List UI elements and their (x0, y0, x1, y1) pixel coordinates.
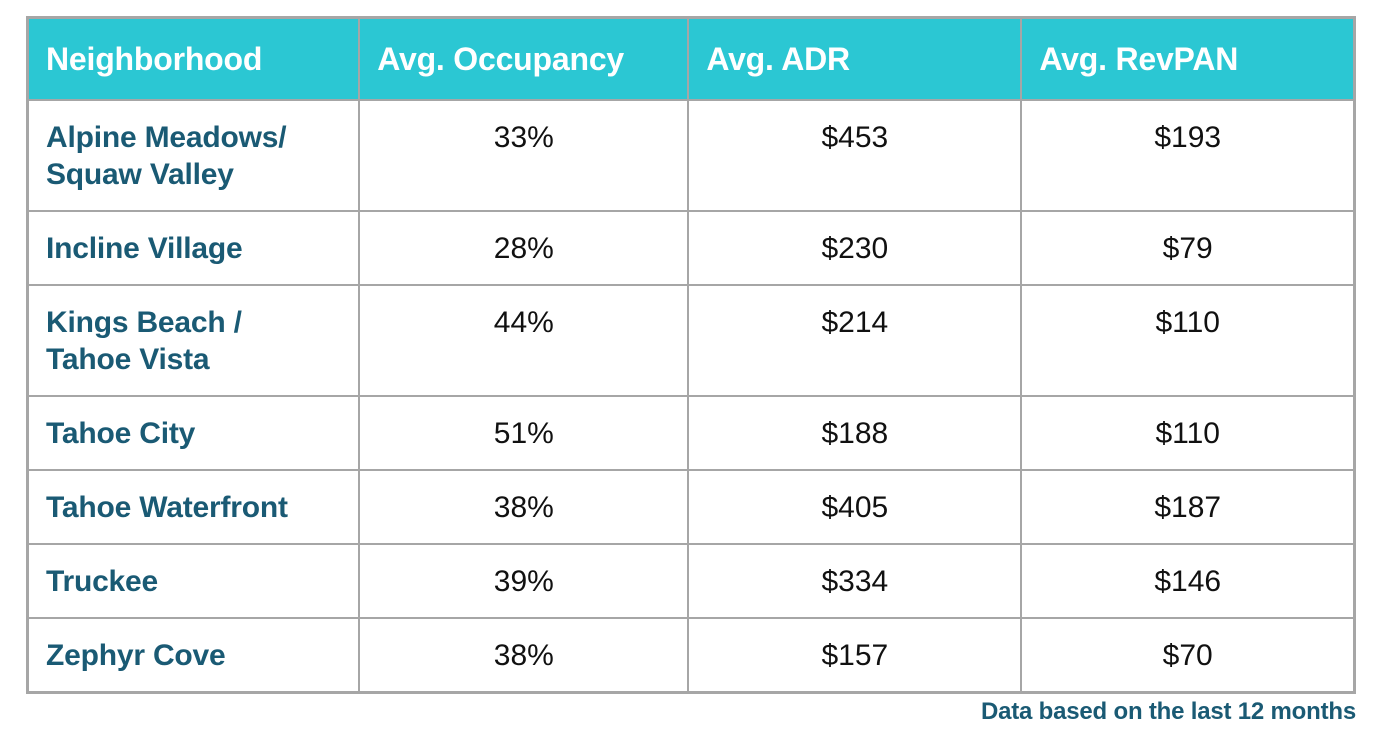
revpan-cell: $193 (1020, 99, 1356, 212)
revpan-cell: $110 (1020, 284, 1356, 397)
adr-cell: $214 (687, 284, 1023, 397)
neighborhood-stats-table: Neighborhood Avg. Occupancy Avg. ADR Avg… (26, 16, 1356, 694)
neighborhood-cell: Tahoe City (26, 395, 361, 471)
column-header-avg-occupancy: Avg. Occupancy (358, 16, 690, 101)
header-row: Neighborhood Avg. Occupancy Avg. ADR Avg… (26, 16, 1356, 101)
occupancy-cell: 33% (358, 99, 690, 212)
revpan-cell: $146 (1020, 543, 1356, 619)
occupancy-cell: 38% (358, 617, 690, 694)
neighborhood-cell: Alpine Meadows/ Squaw Valley (26, 99, 361, 212)
neighborhood-cell: Truckee (26, 543, 361, 619)
occupancy-cell: 39% (358, 543, 690, 619)
adr-cell: $405 (687, 469, 1023, 545)
adr-cell: $157 (687, 617, 1023, 694)
revpan-cell: $79 (1020, 210, 1356, 286)
neighborhood-cell: Kings Beach / Tahoe Vista (26, 284, 361, 397)
neighborhood-cell: Incline Village (26, 210, 361, 286)
adr-cell: $453 (687, 99, 1023, 212)
adr-cell: $188 (687, 395, 1023, 471)
revpan-cell: $110 (1020, 395, 1356, 471)
revpan-cell: $70 (1020, 617, 1356, 694)
table-row: Alpine Meadows/ Squaw Valley 33% $453 $1… (26, 99, 1356, 212)
data-period-note: Data based on the last 12 months (980, 698, 1356, 725)
table-row: Zephyr Cove 38% $157 $70 (26, 617, 1356, 694)
adr-cell: $230 (687, 210, 1023, 286)
table-row: Incline Village 28% $230 $79 (26, 210, 1356, 286)
column-header-neighborhood: Neighborhood (26, 16, 361, 101)
column-header-avg-adr: Avg. ADR (687, 16, 1023, 101)
occupancy-cell: 51% (358, 395, 690, 471)
table-row: Tahoe City 51% $188 $110 (26, 395, 1356, 471)
occupancy-cell: 44% (358, 284, 690, 397)
table-row: Tahoe Waterfront 38% $405 $187 (26, 469, 1356, 545)
table-row: Truckee 39% $334 $146 (26, 543, 1356, 619)
adr-cell: $334 (687, 543, 1023, 619)
revpan-cell: $187 (1020, 469, 1356, 545)
neighborhood-stats-table-wrap: Neighborhood Avg. Occupancy Avg. ADR Avg… (26, 16, 1356, 694)
occupancy-cell: 38% (358, 469, 690, 545)
neighborhood-cell: Zephyr Cove (26, 617, 361, 694)
neighborhood-cell: Tahoe Waterfront (26, 469, 361, 545)
occupancy-cell: 28% (358, 210, 690, 286)
table-row: Kings Beach / Tahoe Vista 44% $214 $110 (26, 284, 1356, 397)
column-header-avg-revpan: Avg. RevPAN (1020, 16, 1356, 101)
